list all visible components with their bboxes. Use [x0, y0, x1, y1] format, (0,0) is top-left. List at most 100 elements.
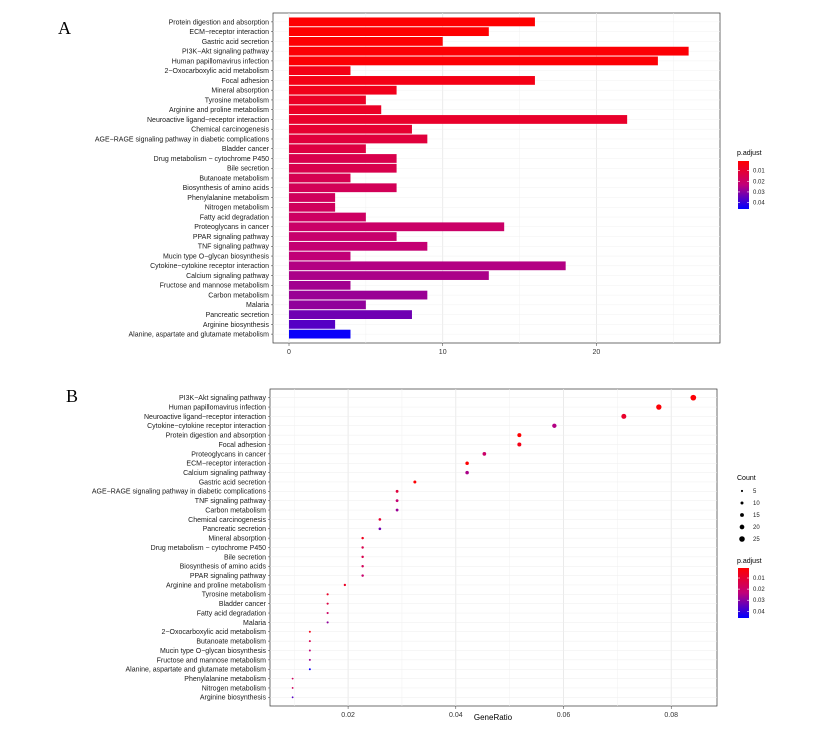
panel-a-bar: [289, 241, 428, 251]
panel-b-y-label: Pancreatic secretion: [203, 526, 267, 533]
panel-a-y-label: 2−Oxocarboxylic acid metabolism: [165, 68, 270, 75]
panel-a-bar: [289, 183, 397, 193]
panel-b-dot: [517, 442, 522, 447]
panel-b-legend-tick-label: 0.04: [753, 609, 765, 615]
panel-a-bar: [289, 271, 489, 280]
panel-a-y-label: Fatty acid degradation: [200, 214, 269, 221]
panel-a-y-label: Chemical carcinogenesis: [191, 127, 269, 134]
panel-a-x-tick-label: 20: [593, 349, 601, 356]
panel-a-legend-tick-label: 0.04: [753, 201, 765, 207]
panel-b-y-label: Bladder cancer: [219, 601, 267, 608]
panel-a-y-label: Malaria: [246, 302, 269, 309]
panel-b-size-legend-dot: [739, 536, 745, 542]
panel-b-y-label: ECM−receptor interaction: [186, 461, 266, 468]
panel-b-x-tick-label: 0.04: [449, 712, 463, 719]
panel-b-x-tick-label: 0.06: [557, 712, 571, 719]
panel-b-dot: [517, 433, 522, 438]
panel-a-bar: [289, 134, 428, 144]
panel-b-dot: [308, 640, 311, 643]
panel-b-dot: [413, 480, 417, 484]
panel-b-y-labels: PI3K−Akt signaling pathway Human papillom…: [92, 395, 270, 702]
panel-b-dot: [361, 555, 364, 559]
panel-b-size-legend-title: Count: [737, 475, 756, 482]
panel-b-y-label: Phenylalanine metabolism: [184, 676, 266, 683]
panel-a-legend-tick-label: 0.01: [753, 169, 765, 175]
panel-b-y-label: TNF signaling pathway: [195, 498, 267, 505]
panel-b-dot: [378, 527, 382, 531]
panel-b-dot: [395, 508, 399, 512]
panel-b-size-legend-dot: [740, 489, 744, 493]
panel-a-y-label: PI3K−Akt signaling pathway: [182, 49, 269, 56]
panel-b-dot: [343, 583, 347, 587]
panel-a-bar: [289, 163, 397, 173]
panel-b-dot: [361, 564, 364, 568]
panel-b-legend-tick-label: 0.02: [753, 587, 765, 593]
panel-b-dot: [326, 611, 329, 615]
panel-a-y-label: Calcium signaling pathway: [186, 273, 269, 280]
panel-b-dot: [326, 602, 329, 605]
panel-b-dot: [291, 687, 294, 689]
panel-b-y-label: Nitrogen metabolism: [202, 685, 266, 692]
panel-a-legend-tick-label: 0.03: [753, 190, 765, 196]
panel-b-dot: [395, 499, 399, 503]
panel-b-size-legend-dot: [739, 524, 745, 530]
panel-a-y-label: AGE−RAGE signaling pathway in diabetic c…: [95, 136, 270, 143]
panel-b-y-label: PI3K−Akt signaling pathway: [179, 395, 266, 402]
panel-b-y-label: Neuroactive ligand−receptor interaction: [144, 414, 266, 421]
panel-a-y-label: ECM−receptor interaction: [189, 29, 269, 36]
panel-b-size-legend-label: 5: [753, 489, 757, 495]
panel-a-y-label: Phenylalanine metabolism: [187, 195, 269, 202]
panel-a-bar: [289, 76, 535, 85]
panel-b-dot: [291, 677, 294, 680]
panel-a-y-label: Gastric acid secretion: [202, 39, 269, 46]
panel-a-bar: [289, 310, 412, 319]
panel-b-size-legend-dot: [740, 501, 744, 505]
panel-b-dot: [656, 404, 662, 410]
panel-b-dot: [361, 546, 364, 549]
panel-b-y-label: Arginine biosynthesis: [200, 695, 267, 702]
panel-b-x-axis-title: GeneRatio: [474, 713, 513, 722]
panel-a-bar-chart: Protein digestion and absorption ECM−rece…: [95, 12, 765, 356]
panel-a-legend-title: p.adjust: [737, 150, 762, 157]
panel-b-y-label: Butanoate metabolism: [196, 639, 266, 646]
panel-b-y-label: Gastric acid secretion: [199, 479, 266, 486]
panel-b-y-label: AGE−RAGE signaling pathway in diabetic c…: [92, 489, 267, 496]
panel-a-bar: [289, 115, 628, 124]
panel-a-bar: [289, 300, 366, 310]
panel-a-legend-tick-label: 0.02: [753, 179, 765, 185]
panel-b-dot: [621, 413, 627, 419]
panel-b-dot: [308, 630, 311, 633]
panel-a-letter: A: [58, 18, 71, 38]
panel-a-y-label: Neuroactive ligand−receptor interaction: [147, 117, 269, 124]
panel-a-legend-ticks: 0.01 0.02 0.03 0.04: [738, 169, 765, 207]
panel-a-y-label: Biosynthesis of amino acids: [183, 185, 270, 192]
panel-a-bar: [289, 85, 397, 95]
panel-b-y-label: Malaria: [243, 620, 266, 627]
panel-b-legend-ticks: 0.01 0.02 0.03 0.04: [738, 576, 765, 615]
panel-b-y-label: Fructose and mannose metabolism: [157, 657, 266, 664]
panel-b-dot: [308, 649, 311, 652]
panel-b-color-legend: p.adjust 0.01 0.02 0.03 0.04: [737, 558, 765, 618]
panel-a-bar: [289, 124, 412, 134]
panel-b-y-label: Chemical carcinogenesis: [188, 517, 266, 524]
panel-a-color-legend: p.adjust 0.01 0.02 0.03 0.04: [737, 150, 765, 209]
panel-b-y-label: Biosynthesis of amino acids: [180, 564, 267, 571]
panel-b-y-label: Tyrosine metabolism: [202, 592, 266, 599]
panel-a-legend-colorbar: [738, 161, 749, 209]
panel-a-bar: [289, 290, 428, 300]
panel-b-y-label: Arginine and proline metabolism: [166, 582, 266, 589]
panel-b-color-legend-title: p.adjust: [737, 558, 762, 565]
panel-a-bar: [289, 212, 366, 222]
panel-a-x-ticks: 0 10 20: [287, 343, 600, 356]
panel-a-y-label: Mucin type O−glycan biosynthesis: [163, 253, 270, 260]
panel-a-bar: [289, 144, 366, 154]
panel-b-dot: [552, 423, 557, 428]
panel-a-y-label: Arginine biosynthesis: [203, 322, 270, 329]
panel-a-bar: [289, 261, 566, 271]
panel-a-bar: [289, 319, 336, 329]
panel-a-bar: [289, 193, 336, 202]
panel-a-bar: [289, 95, 366, 105]
panel-b-dot: [361, 536, 364, 540]
panel-a-bar: [289, 280, 351, 290]
panel-b-dots: [291, 394, 697, 699]
